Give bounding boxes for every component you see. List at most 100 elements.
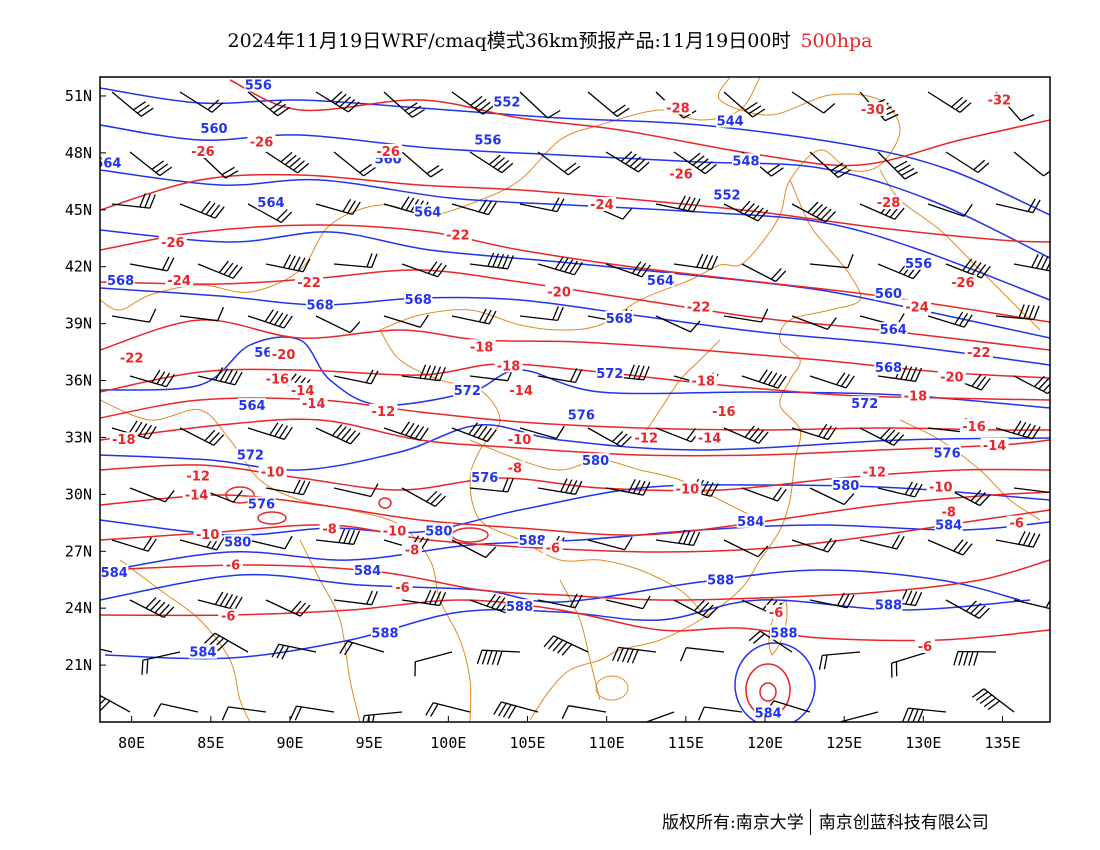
wind-barb (723, 91, 766, 118)
temperature-contour-label: -8 (508, 462, 522, 477)
temperature-contour-label-bg (193, 527, 222, 542)
wind-barb (315, 528, 361, 545)
height-contour-label-bg (413, 204, 442, 219)
wind-barb (333, 253, 378, 269)
height-contour-label: 584 (354, 564, 381, 579)
temperature-contour-label-bg (937, 369, 966, 384)
height-contour-label: 584 (101, 566, 128, 581)
wind-barb (265, 254, 311, 273)
wind-barb (129, 369, 175, 388)
wind-barb (179, 427, 225, 446)
temperature-contour (100, 363, 1050, 401)
height-contour-label: 564 (880, 323, 907, 338)
wind-barb (333, 590, 378, 606)
wind-barb (153, 703, 199, 717)
height-contour-label-bg (244, 77, 273, 92)
height-contour-label: 584 (935, 519, 962, 534)
wind-barb (179, 200, 225, 219)
temperature-contour-label: -18 (497, 359, 521, 374)
height-contour-label-bg (879, 322, 908, 337)
height-contour-label: 552 (713, 189, 740, 204)
wind-barb (791, 315, 837, 331)
temperature-contour-label-bg (258, 464, 287, 479)
height-contour-label-bg (306, 297, 335, 312)
wind-barb (111, 193, 156, 209)
wind-barb (902, 707, 947, 722)
wind-barb (543, 635, 589, 656)
height-contour-label: 564 (647, 274, 674, 289)
wind-barb (877, 261, 923, 280)
wind-barb (818, 651, 861, 670)
height-contour (100, 87, 1050, 216)
height-contour-label: 556 (474, 134, 501, 149)
wind-barb (1013, 487, 1050, 494)
temperature-contour-label: -16 (266, 373, 290, 388)
temperature-contour-label: -24 (590, 198, 614, 213)
wind-barb (265, 479, 311, 496)
wind-barb (877, 481, 923, 498)
temperature-contour (257, 511, 287, 525)
temperature-contour-label-bg (392, 580, 413, 595)
wind-barb (945, 487, 991, 507)
wind-barb (679, 647, 725, 662)
height-contour (734, 642, 816, 722)
temperature-contour-label-bg (874, 195, 903, 210)
temperature-contour (378, 497, 392, 509)
wind-barb (425, 702, 471, 717)
temperature-contour-label: -26 (161, 236, 185, 251)
temperature-contour-label-bg (914, 639, 935, 654)
temperature-contour-label: -6 (226, 558, 240, 573)
height-contour (100, 124, 1050, 259)
coastline-border (559, 579, 601, 701)
height-contour-label-bg (850, 396, 879, 411)
height-contour-label: 576 (248, 498, 275, 513)
height-contour-label-bg (736, 513, 765, 528)
temperature-contour-label-bg (938, 504, 959, 519)
height-contour (100, 169, 1050, 301)
y-axis-label: 51N (65, 87, 92, 105)
temperature-contour-label-bg (117, 350, 146, 365)
temperature-contour-label-bg (369, 403, 398, 418)
wind-barb (476, 649, 521, 666)
wind-barb (333, 369, 379, 385)
wind-barb (809, 253, 854, 269)
temperature-contour-label-bg (269, 346, 298, 361)
temperature-contour-label-bg (494, 358, 523, 373)
temperature-contour-label-bg (948, 274, 977, 289)
wind-barb (362, 711, 403, 722)
wind-barb (655, 529, 701, 547)
temperature-contour-label-bg (165, 272, 194, 287)
height-contour-label: 568 (405, 293, 432, 308)
height-contour-label: 576 (471, 471, 498, 486)
wind-barb (247, 422, 293, 441)
x-axis-label: 130E (905, 734, 941, 752)
temperature-contour-label: -18 (470, 340, 494, 355)
temperature-contour-label-bg (467, 339, 496, 354)
temperature-contour-label-bg (545, 284, 574, 299)
temperature-contour (229, 79, 1050, 167)
height-contour-label-bg (353, 563, 382, 578)
temperature-contour-label: -14 (509, 384, 533, 399)
temperature-contour-label-bg (182, 487, 211, 502)
temperature-contour-label-bg (504, 460, 525, 475)
wind-barb (605, 595, 651, 610)
temperature-contour-label-bg (632, 430, 661, 445)
wind-barb (877, 151, 918, 180)
temperature-contour-label-bg (247, 134, 276, 149)
wind-barb (953, 650, 997, 666)
temperature-contour (759, 682, 777, 702)
temperature-contour-label: -12 (186, 469, 210, 484)
temperature-contour-label-bg (673, 481, 702, 496)
height-contour (100, 287, 1050, 366)
height-contour-label: 556 (245, 78, 272, 93)
copyright-left: 版权所有:南京大学 (662, 813, 804, 833)
height-contour-label-bg (257, 195, 285, 210)
height-contour-label: 588 (506, 600, 533, 615)
wind-barb (451, 422, 497, 443)
height-contour-label: 572 (851, 397, 878, 412)
temperature-contour-label: -22 (687, 300, 711, 315)
height-contour-label-bg (100, 565, 129, 580)
wind-barb (723, 200, 769, 222)
height-contour-label: 568 (307, 299, 334, 314)
